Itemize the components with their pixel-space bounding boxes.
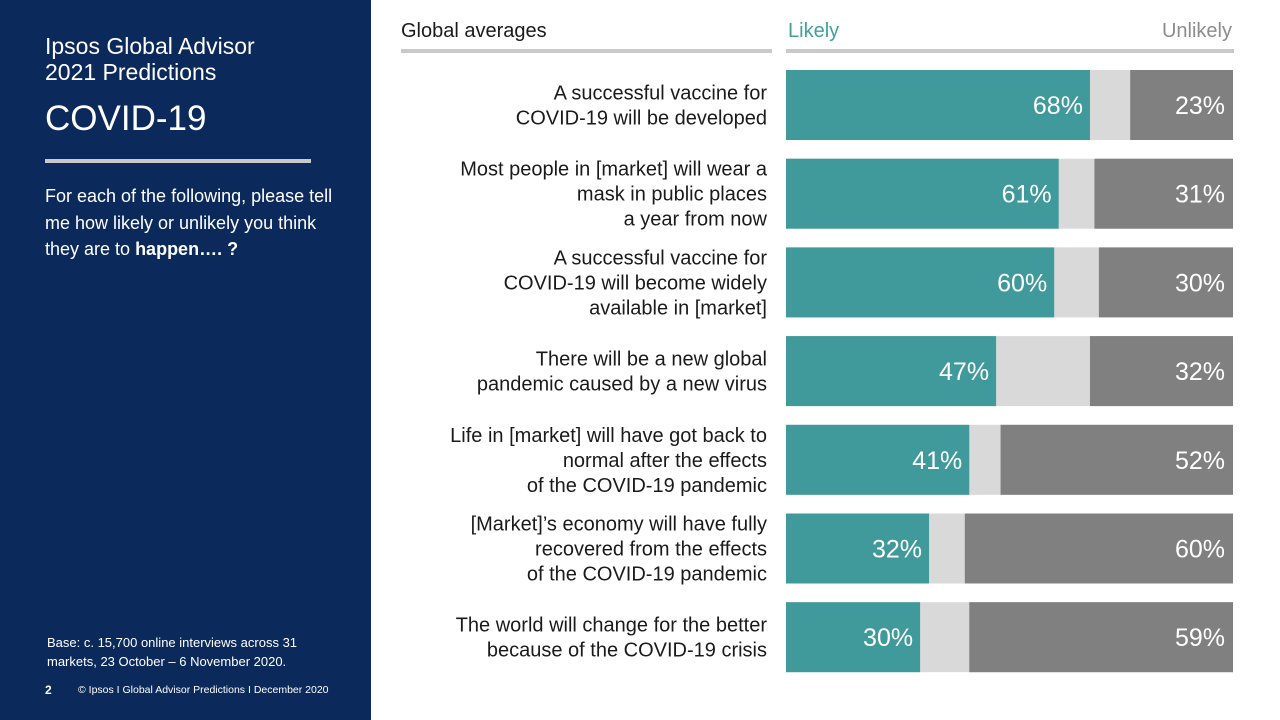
category-label-7: The world will change for the better beca… [456,615,768,662]
header-underline-left [401,49,772,53]
bar-unlikely-4 [1089,336,1233,407]
title-divider [45,159,311,163]
category-label-2-line-2: mask in public places [577,184,767,206]
category-label-5-line-1: Life in [market] will have got back to [450,425,767,447]
category-label-6: [Market]’s economy will have fully recove… [471,514,767,586]
bar-unlikely-7 [969,602,1233,673]
bar-likely-5 [786,424,970,495]
value-label-unlikely-3: 30% [1175,269,1225,297]
report-subtitle: Ipsos Global Advisor 2021 Predictions [45,33,255,85]
category-label-2-line-3: a year from now [624,209,768,231]
category-label-7-line-2: because of the COVID-19 crisis [487,640,767,662]
value-label-likely-5: 41% [912,447,962,475]
category-label-4-line-2: pandemic caused by a new virus [477,374,767,396]
bar-likely-1 [786,70,1090,140]
legend-likely: Likely [788,20,840,42]
category-label-6-line-1: [Market]’s economy will have fully [471,514,767,536]
category-label-3-line-1: A successful vaccine for [554,247,768,269]
category-label-3: A successful vaccine for COVID-19 will be… [504,247,768,319]
category-label-1: A successful vaccine for COVID-19 will be… [516,83,768,130]
subtitle-line-1: Ipsos Global Advisor [45,33,255,59]
category-label-5: Life in [market] will have got back to no… [450,425,767,497]
value-label-unlikely-5: 52% [1175,447,1225,475]
value-label-likely-3: 60% [997,269,1047,297]
legend-unlikely: Unlikely [1161,20,1232,42]
category-label-5-line-2: normal after the effects [563,450,767,472]
value-label-unlikely-4: 32% [1175,358,1225,386]
category-label-3-line-2: COVID-19 will become widely [504,272,767,294]
bar-likely-3 [786,247,1055,318]
bar-unlikely-3 [1098,247,1233,318]
value-label-unlikely-1: 23% [1175,92,1225,120]
chart-header-global-averages: Global averages [401,20,547,42]
category-label-3-line-3: available in [market] [589,297,767,319]
value-label-likely-6: 32% [872,536,922,564]
bar-likely-2 [786,158,1059,229]
category-label-6-line-3: of the COVID-19 pandemic [527,564,767,586]
category-label-5-line-3: of the COVID-19 pandemic [527,475,767,497]
sidebar: Ipsos Global Advisor 2021 Predictions CO… [0,0,371,720]
value-label-likely-7: 30% [863,624,913,652]
question-text: For each of the following, please tell m… [45,186,333,259]
header-underline-right [786,49,1234,53]
category-label-6-line-2: recovered from the effects [535,539,767,561]
value-label-likely-4: 47% [939,358,989,386]
page-number: 2 [45,683,52,697]
base-note: Base: c. 15,700 online interviews across… [47,635,298,669]
survey-question: For each of the following, please tell m… [45,183,345,263]
bar-unlikely-2 [1094,158,1233,229]
value-label-unlikely-2: 31% [1175,181,1225,209]
value-label-unlikely-7: 59% [1175,624,1225,652]
category-label-2-line-1: Most people in [market] will wear a [460,159,768,181]
bar-likely-7 [786,602,921,673]
bar-likely-6 [786,513,930,584]
question-bold: happen…. ? [135,239,239,259]
subtitle-line-2: 2021 Predictions [45,59,217,85]
category-label-1-line-2: COVID-19 will be developed [516,108,767,130]
value-label-likely-1: 68% [1033,92,1083,120]
bar-unlikely-6 [964,513,1233,584]
category-label-7-line-1: The world will change for the better [456,615,768,637]
footer-copyright: © Ipsos I Global Advisor Predictions I D… [78,684,329,696]
bar-unlikely-5 [1000,424,1233,495]
category-label-4-line-1: There will be a new global [536,349,767,371]
bar-likely-4 [786,336,997,407]
category-label-1-line-1: A successful vaccine for [554,83,768,105]
page-title: COVID-19 [45,99,207,138]
value-label-unlikely-6: 60% [1175,536,1225,564]
category-label-4: There will be a new global pandemic cause… [477,349,767,396]
bar-unlikely-1 [1130,70,1233,140]
category-label-2: Most people in [market] will wear a mask … [460,159,768,231]
value-label-likely-2: 61% [1002,181,1052,209]
